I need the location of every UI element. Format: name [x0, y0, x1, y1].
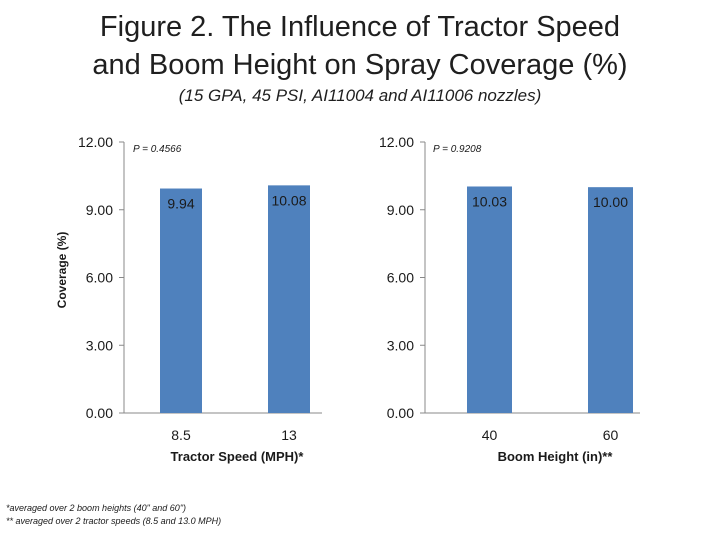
chart-1-x-axis-label: Tractor Speed (MPH)*: [171, 449, 305, 464]
chart-2-y-tick-label: 0.00: [387, 405, 414, 421]
chart-1-y-tick-label: 6.00: [86, 270, 113, 286]
footnotes: *averaged over 2 boom heights (40" and 6…: [6, 502, 221, 528]
chart-2-x-axis-label: Boom Height (in)**: [498, 449, 614, 464]
chart-2-category-label: 60: [603, 427, 619, 443]
chart-2-y-tick-label: 3.00: [387, 337, 414, 353]
chart-1-data-label: 9.94: [167, 196, 194, 212]
footnote-2: ** averaged over 2 tractor speeds (8.5 a…: [6, 516, 222, 526]
footnote-1: *averaged over 2 boom heights (40" and 6…: [6, 503, 187, 513]
title-line-1: Figure 2. The Influence of Tractor Speed: [99, 11, 621, 43]
chart-1-y-tick-label: 12.00: [78, 134, 113, 150]
chart-2-data-label: 10.03: [472, 193, 507, 209]
chart-1-bar: [160, 188, 202, 413]
chart-1-p-value-annotation: P = 0.4566: [133, 144, 182, 155]
chart-2-data-label: 10.00: [593, 194, 628, 210]
chart-1-data-label: 10.08: [271, 192, 306, 208]
chart-1-y-tick-label: 0.00: [86, 405, 113, 421]
figure-subtitle: (15 GPA, 45 PSI, AI11004 and AI11006 noz…: [178, 86, 542, 105]
chart-2-bar: [467, 186, 512, 413]
chart-2-p-value-annotation: P = 0.9208: [433, 144, 482, 155]
chart-2-y-tick-label: 12.00: [379, 134, 414, 150]
chart-1-bar: [268, 185, 310, 413]
chart-2-y-tick-label: 9.00: [387, 202, 414, 218]
chart-1-category-label: 13: [281, 427, 297, 443]
chart-2-category-label: 40: [482, 427, 498, 443]
chart-1-category-label: 8.5: [171, 427, 191, 443]
title-line-2: and Boom Height on Spray Coverage (%): [92, 49, 628, 81]
chart-1-y-axis-label: Coverage (%): [55, 232, 69, 309]
chart-2-y-tick-label: 6.00: [387, 270, 414, 286]
figure-title: Figure 2. The Influence of Tractor Speed…: [40, 8, 680, 84]
chart-1-y-tick-label: 9.00: [86, 202, 113, 218]
chart-2-bar: [588, 187, 633, 413]
chart-1-y-tick-label: 3.00: [86, 337, 113, 353]
